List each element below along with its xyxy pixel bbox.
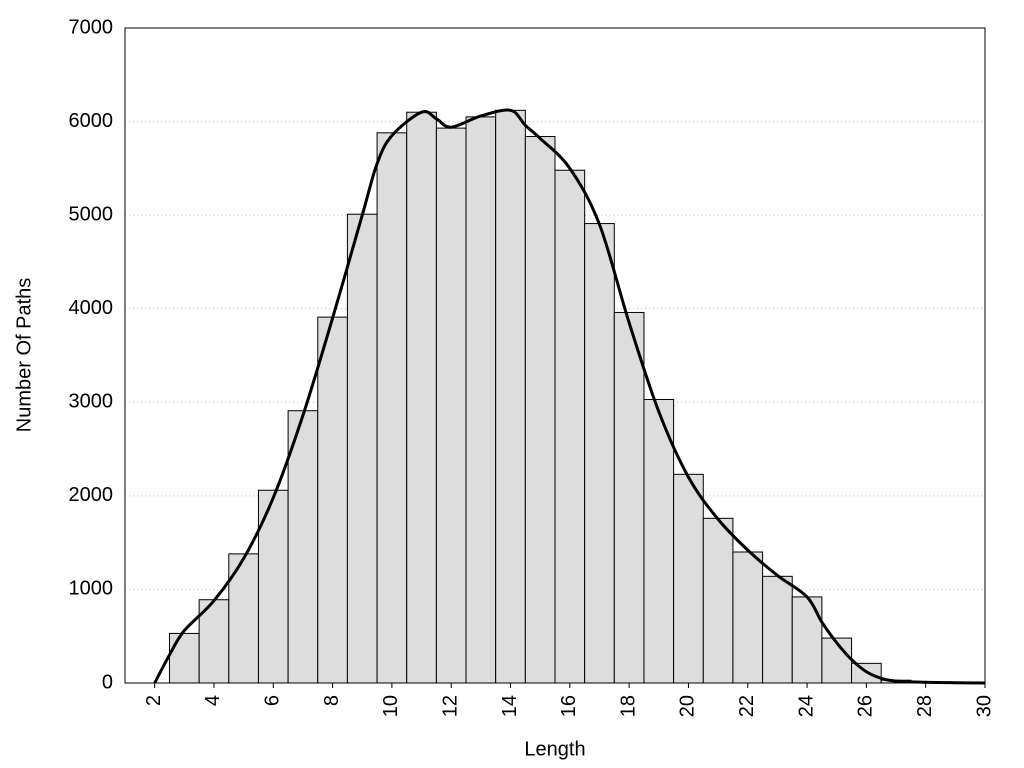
x-tick-label: 12 xyxy=(439,695,461,717)
y-tick-label: 1000 xyxy=(69,578,114,600)
bar xyxy=(465,116,497,684)
y-tick-label: 5000 xyxy=(69,203,114,225)
y-tick-label: 3000 xyxy=(69,391,114,413)
x-tick-label: 20 xyxy=(677,695,699,717)
bar xyxy=(791,596,823,684)
y-tick-label: 7000 xyxy=(69,16,114,38)
y-tick-label: 0 xyxy=(102,671,113,693)
x-tick-label: 22 xyxy=(736,695,758,717)
plot-frame xyxy=(124,27,986,684)
bar xyxy=(673,473,704,684)
bar xyxy=(346,213,378,684)
bar xyxy=(584,223,615,684)
bar xyxy=(524,136,556,684)
bar xyxy=(643,398,675,684)
x-tick-label: 8 xyxy=(321,695,343,706)
bar xyxy=(406,111,437,684)
x-tick-label: 10 xyxy=(380,695,402,717)
y-tick-label: 2000 xyxy=(69,484,114,506)
x-tick-label: 30 xyxy=(973,695,995,717)
bar xyxy=(317,316,348,684)
bar xyxy=(168,632,200,684)
y-axis-label: Number Of Paths xyxy=(13,278,35,433)
x-tick-label: 16 xyxy=(558,695,580,717)
x-tick-label: 14 xyxy=(499,695,521,717)
x-axis-label: Length xyxy=(524,738,585,760)
y-tick-label: 4000 xyxy=(69,297,114,319)
y-tick-label: 6000 xyxy=(69,110,114,132)
x-tick-label: 6 xyxy=(262,695,284,706)
bar xyxy=(554,169,586,684)
x-tick-label: 18 xyxy=(617,695,639,717)
x-tick-label: 4 xyxy=(202,695,224,706)
bar xyxy=(613,311,645,684)
x-tick-label: 26 xyxy=(855,695,877,717)
x-tick-label: 24 xyxy=(795,695,817,717)
bar xyxy=(702,517,734,684)
bar xyxy=(435,127,467,684)
x-tick-label: 2 xyxy=(143,695,165,706)
bar xyxy=(732,551,764,684)
bar xyxy=(495,109,526,684)
bar xyxy=(376,132,408,684)
bar xyxy=(287,410,319,684)
bar xyxy=(762,575,793,684)
x-tick-label: 28 xyxy=(914,695,936,717)
density-line xyxy=(153,108,986,685)
